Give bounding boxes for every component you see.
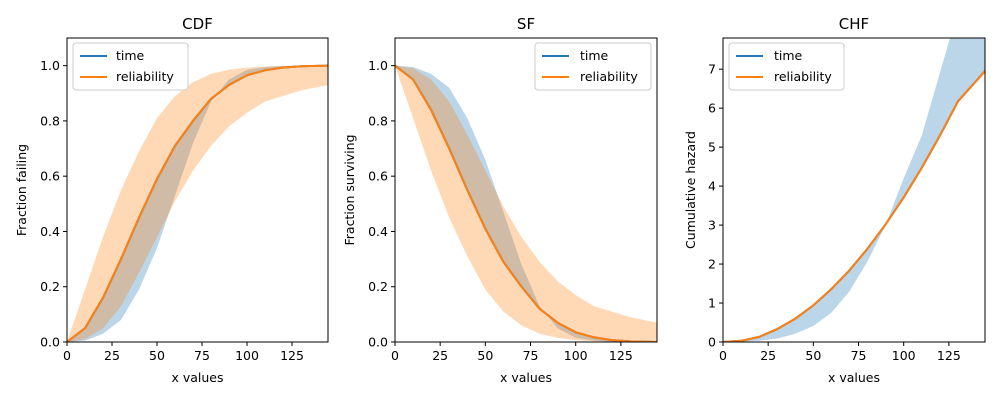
y-tick-label: 0.8: [368, 113, 388, 128]
y-tick-label: 3: [708, 218, 716, 233]
panel-title: SF: [517, 15, 535, 33]
legend: time reliability: [534, 42, 652, 91]
band-reliability: [395, 65, 657, 342]
y-tick-label: 0.0: [368, 335, 388, 350]
axes-frame: [66, 37, 329, 343]
x-tick-label: 25: [104, 348, 120, 363]
y-tick-label: 0.6: [368, 169, 388, 184]
y-axis-label: Fraction surviving: [342, 134, 357, 245]
x-axis-label: x values: [500, 370, 552, 385]
x-axis-label: x values: [171, 370, 223, 385]
x-tick-label: 0: [63, 348, 71, 363]
legend-box: [728, 42, 845, 91]
band-time: [395, 65, 657, 342]
band-reliability: [67, 65, 328, 342]
axes-frame: [394, 37, 658, 343]
x-tick-label: 25: [432, 348, 448, 363]
y-tick-label: 1.0: [40, 58, 60, 73]
x-tick-label: 100: [235, 348, 259, 363]
x-tick-label: 50: [477, 348, 493, 363]
axes-frame: [722, 37, 986, 343]
x-tick-label: 75: [851, 348, 867, 363]
y-tick-label: 0.4: [368, 224, 388, 239]
x-tick-label: 100: [564, 348, 588, 363]
legend-label-time: time: [580, 48, 609, 63]
x-tick-label: 25: [760, 348, 776, 363]
x-tick-label: 125: [280, 348, 304, 363]
x-tick-label: 75: [523, 348, 539, 363]
legend-label-time: time: [774, 48, 803, 63]
x-tick-label: 50: [149, 348, 165, 363]
legend: time reliability: [72, 42, 189, 91]
legend-box: [72, 42, 189, 91]
y-axis-label: Fraction failing: [14, 144, 29, 236]
y-tick-label: 7: [708, 62, 716, 77]
legend-label-reliability: reliability: [580, 69, 638, 84]
legend-label-reliability: reliability: [116, 69, 174, 84]
legend: time reliability: [728, 42, 845, 91]
band-time: [67, 65, 328, 342]
x-tick-label: 125: [609, 348, 633, 363]
legend-label-reliability: reliability: [774, 69, 832, 84]
x-tick-label: 75: [194, 348, 210, 363]
y-tick-label: 0.2: [368, 279, 388, 294]
y-tick-label: 0.4: [40, 224, 60, 239]
y-tick-label: 6: [708, 101, 716, 116]
y-tick-label: 0: [708, 335, 716, 350]
y-axis-label: Cumulative hazard: [683, 131, 698, 249]
series-line-reliability: [395, 64, 657, 342]
x-tick-label: 0: [391, 348, 399, 363]
band-time: [723, 38, 985, 342]
y-tick-label: 0.2: [40, 279, 60, 294]
y-tick-label: 0.6: [40, 169, 60, 184]
x-tick-label: 50: [805, 348, 821, 363]
panel-sf: SF 0 25 50 75 100 125 0.0 0.2 0.4 0.6 0.8 1.0 x va…: [342, 15, 658, 385]
legend-label-time: time: [116, 48, 145, 63]
y-tick-label: 4: [708, 179, 716, 194]
x-axis-label: x values: [828, 370, 880, 385]
y-tick-label: 1: [708, 296, 716, 311]
y-tick-label: 5: [708, 140, 716, 155]
panel-cdf: CDF 0 25 50 75 100 125 0.0 0.2 0.4 0.6 0.8 1.0 x v…: [14, 15, 329, 385]
x-tick-label: 100: [892, 348, 916, 363]
series-line-reliability: [723, 70, 985, 342]
x-tick-label: 125: [937, 348, 961, 363]
y-tick-label: 2: [708, 257, 716, 272]
panel-title: CDF: [182, 15, 213, 33]
y-tick-label: 1.0: [368, 58, 388, 73]
x-tick-label: 0: [719, 348, 727, 363]
legend-box: [534, 42, 652, 91]
y-tick-label: 0.8: [40, 113, 60, 128]
panel-title: CHF: [839, 15, 869, 33]
panel-chf: CHF 0 25 50 75 100 125 0 1 2 3 4 5 6 7 x values Cumu…: [683, 15, 986, 385]
series-line-reliability: [67, 64, 328, 342]
y-tick-label: 0.0: [40, 335, 60, 350]
